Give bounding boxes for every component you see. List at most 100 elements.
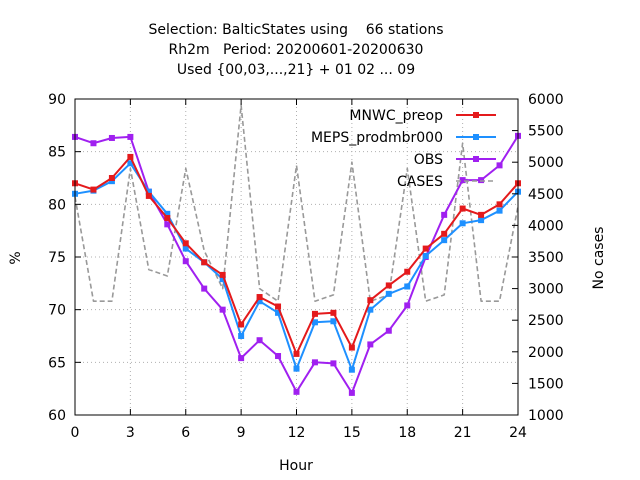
data-point-meps-prodmbr000 [238, 333, 245, 339]
data-point-mnwc-preop [385, 282, 392, 289]
data-point-mnwc-preop [238, 321, 245, 328]
data-point-mnwc-preop [219, 271, 226, 278]
data-point-mnwc-preop [478, 211, 485, 218]
data-point-meps-prodmbr000 [219, 276, 226, 283]
y2-tick-label: 2000 [528, 345, 564, 361]
x-axis-label: Hour [279, 458, 313, 474]
x-tick-label: 6 [181, 425, 190, 441]
data-point-mnwc-preop [422, 245, 429, 252]
data-point-obs [127, 133, 134, 140]
data-point-mnwc-preop [127, 153, 134, 160]
data-point-obs [348, 389, 355, 396]
y2-tick-label: 3500 [528, 250, 564, 266]
data-point-meps-prodmbr000 [293, 365, 300, 372]
chart-title-line-3: Used {00,03,...,21} + 01 02 ... 09 [177, 62, 415, 78]
series-line-meps-prodmbr000 [74, 162, 519, 371]
data-point-meps-prodmbr000 [330, 318, 337, 325]
y-tick-label: 85 [48, 145, 66, 161]
data-point-meps-prodmbr000 [385, 290, 392, 297]
y2-tick-label: 6000 [528, 92, 564, 108]
data-point-obs [478, 177, 485, 184]
data-point-meps-prodmbr000 [422, 252, 429, 259]
data-point-meps-prodmbr000 [459, 220, 466, 227]
data-point-obs [256, 337, 263, 344]
legend-label-mnwc-preop: MNWC_preop [349, 108, 443, 124]
data-point-obs [311, 359, 318, 366]
data-point-mnwc-preop [367, 297, 374, 304]
legend-label-cases: CASES [397, 174, 443, 190]
data-point-meps-prodmbr000 [275, 309, 282, 316]
data-point-mnwc-preop [404, 268, 411, 275]
y2-tick-label: 2500 [528, 313, 564, 329]
data-point-meps-prodmbr000 [478, 217, 485, 224]
series-cases [74, 104, 519, 303]
chart-title: Selection: BalticStates using 66 station… [149, 22, 444, 78]
data-point-meps-prodmbr000 [311, 319, 318, 326]
data-point-mnwc-preop [201, 259, 208, 266]
data-point-meps-prodmbr000 [108, 178, 115, 185]
data-point-meps-prodmbr000 [441, 237, 448, 244]
data-point-meps-prodmbr000 [127, 160, 134, 167]
data-point-obs [164, 221, 171, 228]
data-point-meps-prodmbr000 [496, 207, 503, 214]
x-tick-label: 0 [71, 425, 80, 441]
data-point-obs [201, 285, 208, 292]
data-point-mnwc-preop [330, 309, 337, 316]
y2-tick-label: 1000 [528, 408, 564, 424]
data-point-obs [90, 140, 97, 147]
data-point-mnwc-preop [311, 310, 318, 317]
y2-tick-label: 5500 [528, 124, 564, 140]
data-point-obs [219, 306, 226, 313]
data-point-mnwc-preop [164, 215, 171, 222]
data-point-obs [238, 355, 245, 362]
y-tick-label: 90 [48, 92, 66, 108]
ticks [74, 98, 519, 416]
data-point-obs [275, 353, 282, 360]
y-tick-label: 75 [48, 250, 66, 266]
x-tick-label: 3 [126, 425, 135, 441]
data-point-mnwc-preop [275, 303, 282, 310]
data-point-obs [367, 341, 374, 348]
tick-labels: 0 3 6 9 12 15 18 21 24 60 65 70 75 80 85 90 1000 1500 2000… [48, 92, 563, 441]
legend: MNWC_preop MEPS_prodmbr000 OBS CASES [311, 108, 496, 190]
data-point-mnwc-preop [182, 240, 189, 247]
x-tick-label: 9 [237, 425, 246, 441]
data-point-obs [385, 327, 392, 334]
series-layer [72, 104, 521, 396]
data-point-mnwc-preop [496, 201, 503, 208]
legend-marker-obs [473, 156, 479, 162]
legend-marker-mnwc-preop [473, 112, 479, 118]
y-tick-label: 70 [48, 303, 66, 319]
legend-label-obs: OBS [414, 152, 443, 168]
data-point-mnwc-preop [459, 205, 466, 212]
data-point-meps-prodmbr000 [164, 210, 171, 217]
data-point-obs [441, 211, 448, 218]
series-meps-prodmbr000 [72, 160, 521, 373]
x-tick-label: 21 [454, 425, 472, 441]
data-point-mnwc-preop [441, 230, 448, 237]
data-point-meps-prodmbr000 [348, 366, 355, 373]
data-point-mnwc-preop [108, 175, 115, 181]
y-axis-label: % [8, 251, 24, 264]
x-tick-label: 24 [509, 425, 527, 441]
y2-tick-label: 1500 [528, 376, 564, 392]
y-tick-label: 65 [48, 355, 66, 371]
data-point-meps-prodmbr000 [367, 306, 374, 313]
data-point-meps-prodmbr000 [256, 298, 263, 305]
chart-title-line-1: Selection: BalticStates using 66 station… [149, 22, 444, 38]
x-tick-label: 15 [343, 425, 361, 441]
data-point-obs [293, 388, 300, 395]
y2-tick-label: 4000 [528, 218, 564, 234]
x-tick-label: 18 [398, 425, 416, 441]
legend-marker-meps-prodmbr000 [473, 134, 479, 140]
data-point-mnwc-preop [348, 344, 355, 351]
grid [75, 99, 518, 415]
y-tick-label: 80 [48, 197, 66, 213]
y2-axis-label: No cases [591, 227, 607, 290]
data-point-obs [182, 258, 189, 265]
legend-label-meps-prodmbr000: MEPS_prodmbr000 [311, 130, 443, 146]
chart-title-line-2: Rh2m Period: 20200601-20200630 [169, 42, 424, 58]
y-tick-label: 60 [48, 408, 66, 424]
data-point-mnwc-preop [145, 192, 152, 199]
